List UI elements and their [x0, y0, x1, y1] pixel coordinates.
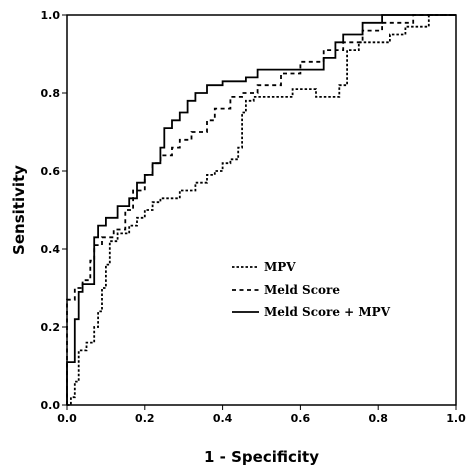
- y-tick-label: 0.0: [41, 399, 61, 412]
- x-tick-label: 0.0: [57, 412, 77, 425]
- x-tick-label: 1.0: [446, 412, 466, 425]
- y-tick-label: 0.4: [41, 243, 61, 256]
- x-axis-title: 1 - Specificity: [204, 448, 319, 466]
- y-tick-label: 0.8: [41, 87, 61, 100]
- plot-area-frame: [66, 14, 457, 406]
- x-axis-ticks: 0.0 0.2 0.4 0.6 0.8 1.0: [57, 405, 466, 425]
- x-tick-label: 0.2: [135, 412, 155, 425]
- x-tick-label: 0.8: [368, 412, 388, 425]
- y-axis-title: Sensitivity: [10, 165, 28, 255]
- y-axis-ticks: 0.0 0.2 0.4 0.6 0.8 1.0: [41, 9, 67, 412]
- x-tick-label: 0.4: [213, 412, 233, 425]
- series-line-meld-score-mpv: [66, 14, 456, 405]
- y-tick-label: 1.0: [41, 9, 61, 22]
- series-line-meld-score: [66, 14, 456, 405]
- series-lines: [66, 14, 456, 406]
- legend: MPV Meld Score Meld Score + MPV: [232, 260, 391, 319]
- series-line-mpv: [67, 14, 456, 406]
- legend-label: Meld Score + MPV: [264, 305, 391, 319]
- legend-label: MPV: [264, 260, 296, 274]
- legend-label: Meld Score: [264, 283, 340, 297]
- y-tick-label: 0.6: [41, 165, 61, 178]
- x-tick-label: 0.6: [291, 412, 311, 425]
- y-tick-label: 0.2: [41, 321, 61, 334]
